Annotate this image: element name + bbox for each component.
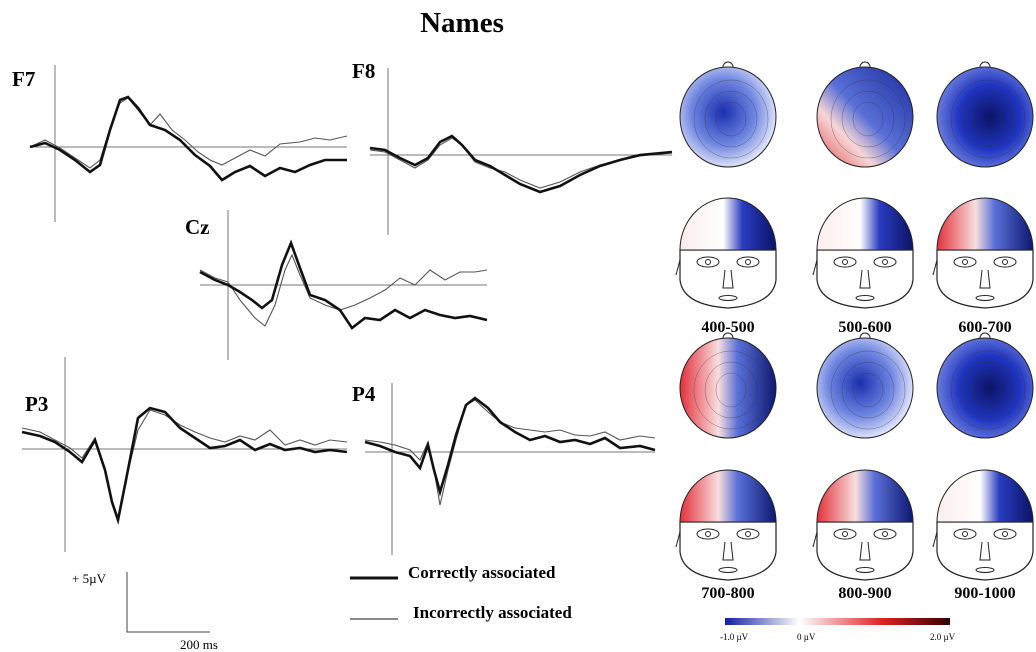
time-window-label: 600-700 [958, 319, 1011, 336]
scalp-map [817, 470, 913, 522]
scalp-map [937, 470, 1033, 522]
pupil [706, 532, 711, 537]
time-window-label: 900-1000 [954, 585, 1015, 602]
time-window-label: 700-800 [701, 585, 754, 602]
pupil [1003, 260, 1008, 265]
legend-label: Correctly associated [408, 563, 556, 582]
correct-trace [365, 398, 655, 492]
legend-label: Incorrectly associated [413, 603, 572, 622]
panel-label: F8 [352, 59, 375, 83]
correct-trace [30, 97, 347, 180]
time-window-label: 800-900 [838, 585, 891, 602]
title: Names [420, 7, 504, 39]
figure: Names F7 F8 Cz P3 P4 + 5µV [0, 0, 1036, 652]
scalp-map [680, 67, 776, 167]
waveform-panel: P4 [352, 382, 655, 555]
panel-label: Cz [185, 215, 210, 239]
pupil [706, 260, 711, 265]
waveform-panel: P3 [22, 357, 347, 552]
incorrect-trace [22, 410, 347, 520]
colorbar-label: -1.0 µV [720, 632, 749, 642]
panel-label: P4 [352, 382, 376, 406]
pupil [963, 260, 968, 265]
scalp-map [817, 338, 913, 438]
amplitude-scale: + 5µV [72, 571, 107, 586]
waveform-panel: Cz [185, 210, 487, 360]
time-scale: 200 ms [180, 637, 218, 652]
color-bar [725, 618, 950, 625]
scalp-map [937, 338, 1033, 438]
panel-label: F7 [12, 67, 35, 91]
scalp-map [817, 198, 913, 250]
scalp-maps: 400-500 500-600 600-700 700-800 800-900 900-1… [676, 62, 1033, 602]
panel-label: P3 [25, 392, 48, 416]
scalp-map [937, 198, 1033, 250]
colorbar-label: 0 µV [797, 632, 816, 642]
pupil [746, 532, 751, 537]
scale-bar [127, 572, 210, 632]
waveform-panel: F7 [12, 65, 347, 222]
pupil [883, 532, 888, 537]
scalp-map [817, 67, 913, 167]
time-window-label: 500-600 [838, 319, 891, 336]
pupil [843, 260, 848, 265]
incorrect-trace [370, 138, 672, 188]
face [817, 522, 913, 580]
pupil [883, 260, 888, 265]
pupil [843, 532, 848, 537]
pupil [963, 532, 968, 537]
pupil [746, 260, 751, 265]
pupil [1003, 532, 1008, 537]
correct-trace [22, 408, 347, 520]
scalp-map [680, 470, 776, 522]
scalp-map [680, 198, 776, 250]
face [937, 250, 1033, 308]
face [937, 522, 1033, 580]
correct-trace [370, 136, 672, 192]
face [680, 522, 776, 580]
scalp-map [680, 338, 776, 438]
scalp-map [937, 67, 1033, 167]
face [817, 250, 913, 308]
face [680, 250, 776, 308]
time-window-label: 400-500 [701, 319, 754, 336]
incorrect-trace [30, 98, 347, 168]
waveform-panel: F8 [352, 59, 672, 235]
colorbar-label: 2.0 µV [930, 632, 956, 642]
